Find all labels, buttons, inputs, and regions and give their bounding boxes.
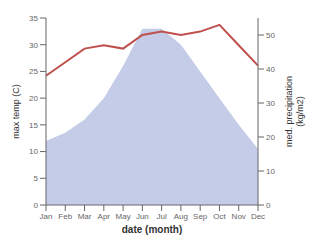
svg-text:0: 0	[266, 201, 271, 210]
svg-text:Jul: Jul	[157, 212, 167, 221]
svg-text:Apr: Apr	[98, 212, 111, 221]
svg-text:35: 35	[29, 14, 38, 23]
svg-text:30: 30	[266, 99, 275, 108]
svg-text:(kg/m2): (kg/m2)	[295, 96, 305, 127]
svg-text:med. precipitation: med. precipitation	[284, 76, 294, 147]
svg-text:15: 15	[29, 121, 38, 130]
svg-text:40: 40	[266, 65, 275, 74]
svg-text:max temp (C): max temp (C)	[11, 84, 21, 139]
svg-text:20: 20	[29, 94, 38, 103]
svg-text:Dec: Dec	[251, 212, 265, 221]
svg-text:Jun: Jun	[136, 212, 149, 221]
svg-text:Oct: Oct	[213, 212, 226, 221]
svg-text:50: 50	[266, 31, 275, 40]
svg-text:5: 5	[34, 174, 39, 183]
svg-text:May: May	[116, 212, 131, 221]
svg-text:20: 20	[266, 133, 275, 142]
svg-text:Aug: Aug	[174, 212, 188, 221]
svg-text:Sep: Sep	[193, 212, 208, 221]
svg-text:30: 30	[29, 41, 38, 50]
svg-text:10: 10	[29, 147, 38, 156]
svg-text:0: 0	[34, 201, 39, 210]
svg-text:Jan: Jan	[40, 212, 53, 221]
svg-text:Mar: Mar	[78, 212, 92, 221]
svg-text:Nov: Nov	[232, 212, 246, 221]
svg-text:Feb: Feb	[58, 212, 72, 221]
svg-text:10: 10	[266, 167, 275, 176]
svg-text:date (month): date (month)	[122, 224, 183, 235]
svg-text:25: 25	[29, 67, 38, 76]
